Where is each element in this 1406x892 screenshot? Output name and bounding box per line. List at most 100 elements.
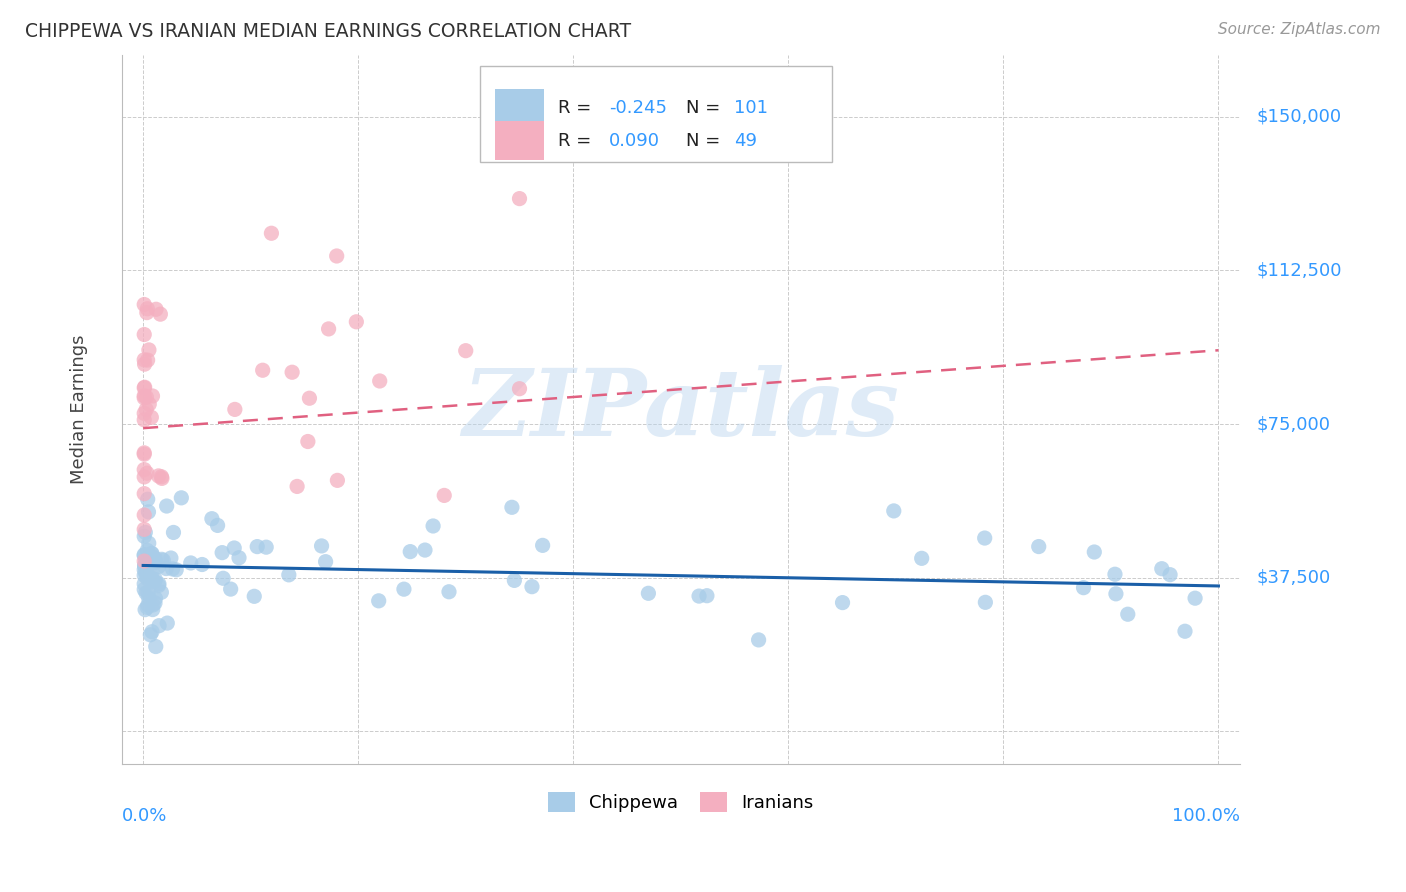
- Point: [134, 391, 156, 405]
- Point: [134, 602, 156, 616]
- Point: [367, 594, 389, 608]
- Point: [145, 555, 167, 569]
- Point: [138, 343, 160, 357]
- Point: [326, 474, 349, 488]
- Point: [413, 543, 436, 558]
- Point: [141, 624, 163, 639]
- Point: [138, 505, 160, 519]
- Point: [162, 562, 184, 576]
- Point: [148, 577, 170, 591]
- Text: $37,500: $37,500: [1257, 569, 1331, 587]
- Point: [135, 553, 157, 567]
- Point: [212, 571, 235, 585]
- Point: [165, 563, 187, 577]
- Point: [155, 561, 177, 575]
- Text: 0.0%: 0.0%: [122, 807, 167, 825]
- Point: [454, 343, 477, 358]
- Point: [134, 486, 156, 500]
- Point: [145, 302, 167, 317]
- Point: [1028, 540, 1050, 554]
- Point: [344, 315, 367, 329]
- Point: [141, 389, 163, 403]
- Text: 100.0%: 100.0%: [1173, 807, 1240, 825]
- Point: [688, 589, 710, 603]
- Point: [831, 596, 853, 610]
- Point: [141, 565, 163, 579]
- FancyBboxPatch shape: [495, 88, 544, 127]
- Point: [1150, 562, 1173, 576]
- Text: N =: N =: [686, 132, 727, 150]
- Text: Median Earnings: Median Earnings: [70, 335, 89, 484]
- Point: [433, 488, 456, 502]
- Point: [503, 574, 526, 588]
- Point: [311, 539, 333, 553]
- Point: [748, 632, 770, 647]
- Point: [134, 406, 156, 420]
- Point: [143, 596, 166, 610]
- Text: ZIPatlas: ZIPatlas: [463, 365, 900, 455]
- Point: [508, 382, 530, 396]
- Point: [437, 584, 460, 599]
- Point: [1083, 545, 1105, 559]
- FancyBboxPatch shape: [479, 66, 832, 161]
- Point: [298, 391, 321, 405]
- Point: [149, 307, 172, 321]
- Point: [883, 504, 905, 518]
- Legend: Chippewa, Iranians: Chippewa, Iranians: [540, 785, 821, 819]
- Point: [170, 491, 193, 505]
- Point: [148, 469, 170, 483]
- Point: [145, 640, 167, 654]
- Point: [134, 568, 156, 582]
- Point: [136, 492, 159, 507]
- Point: [143, 573, 166, 587]
- Point: [1073, 581, 1095, 595]
- Point: [136, 598, 159, 612]
- Point: [134, 529, 156, 543]
- Point: [281, 365, 304, 379]
- Point: [135, 566, 157, 581]
- Point: [136, 572, 159, 586]
- Point: [201, 511, 224, 525]
- Point: [368, 374, 391, 388]
- Point: [136, 353, 159, 368]
- Point: [399, 544, 422, 558]
- Point: [285, 479, 308, 493]
- Point: [134, 563, 156, 577]
- Point: [422, 519, 444, 533]
- Point: [139, 571, 162, 585]
- Point: [138, 591, 160, 606]
- Text: CHIPPEWA VS IRANIAN MEDIAN EARNINGS CORRELATION CHART: CHIPPEWA VS IRANIAN MEDIAN EARNINGS CORR…: [25, 22, 631, 41]
- Point: [148, 578, 170, 592]
- Point: [974, 595, 997, 609]
- Point: [134, 447, 156, 461]
- Text: R =: R =: [558, 99, 596, 117]
- Point: [135, 402, 157, 417]
- Point: [141, 547, 163, 561]
- Point: [134, 508, 156, 522]
- Point: [637, 586, 659, 600]
- Point: [134, 582, 156, 597]
- Point: [224, 402, 246, 417]
- Point: [141, 549, 163, 564]
- Point: [134, 297, 156, 311]
- Point: [501, 500, 523, 515]
- Point: [1174, 624, 1197, 639]
- Point: [136, 600, 159, 615]
- Point: [134, 380, 156, 394]
- Point: [134, 327, 156, 342]
- Point: [134, 470, 156, 484]
- Point: [136, 567, 159, 582]
- Text: -0.245: -0.245: [609, 99, 668, 117]
- Point: [134, 548, 156, 562]
- Point: [134, 381, 156, 395]
- Point: [145, 591, 167, 606]
- Point: [138, 397, 160, 411]
- Point: [180, 556, 202, 570]
- Point: [134, 352, 156, 367]
- Point: [134, 462, 156, 476]
- Point: [973, 531, 995, 545]
- Point: [141, 410, 163, 425]
- Point: [135, 390, 157, 404]
- Point: [143, 556, 166, 570]
- Point: [135, 305, 157, 319]
